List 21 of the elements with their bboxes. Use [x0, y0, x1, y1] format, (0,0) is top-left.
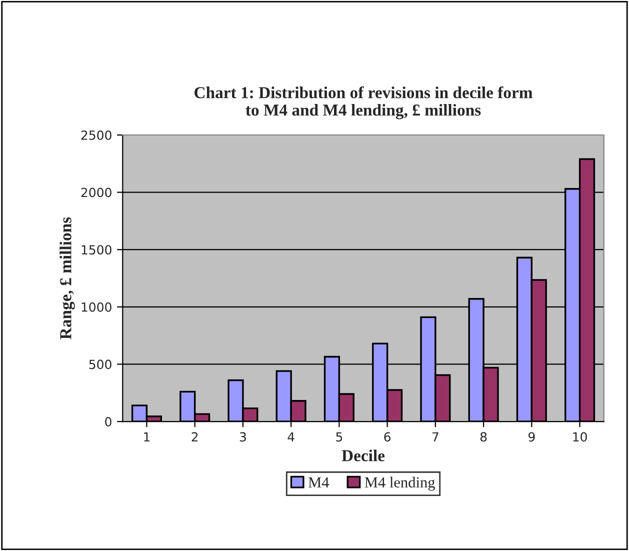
x-axis-title: Decile: [342, 450, 385, 462]
x-tick-label: 8: [480, 432, 487, 442]
y-tick-label: 2500: [81, 130, 112, 140]
y-tick-label: 500: [89, 360, 112, 370]
legend-label: M4: [308, 477, 330, 488]
y-tick-label: 1500: [82, 245, 112, 255]
y-axis-title: Range, £ millions: [60, 217, 75, 340]
y-tick-label: 0: [105, 416, 112, 426]
x-tick-label: 1: [144, 432, 150, 442]
legend-label: M4 lending: [364, 476, 435, 491]
chart-title: Chart 1: Distribution of revisions in decile form to M4 and M4 lending, £ millions: [194, 86, 532, 120]
x-tick-label: 3: [240, 432, 246, 442]
x-tick-label: 6: [384, 432, 390, 442]
x-tick-label: 7: [432, 432, 438, 442]
y-tick-label: 2000: [81, 188, 112, 198]
x-tick-label: 10: [573, 432, 587, 442]
x-tick-label: 2: [192, 432, 198, 442]
x-tick-label: 9: [528, 432, 535, 442]
y-tick-label: 1000: [82, 302, 112, 312]
x-tick-label: 4: [288, 432, 294, 442]
x-tick-label: 5: [336, 432, 342, 442]
